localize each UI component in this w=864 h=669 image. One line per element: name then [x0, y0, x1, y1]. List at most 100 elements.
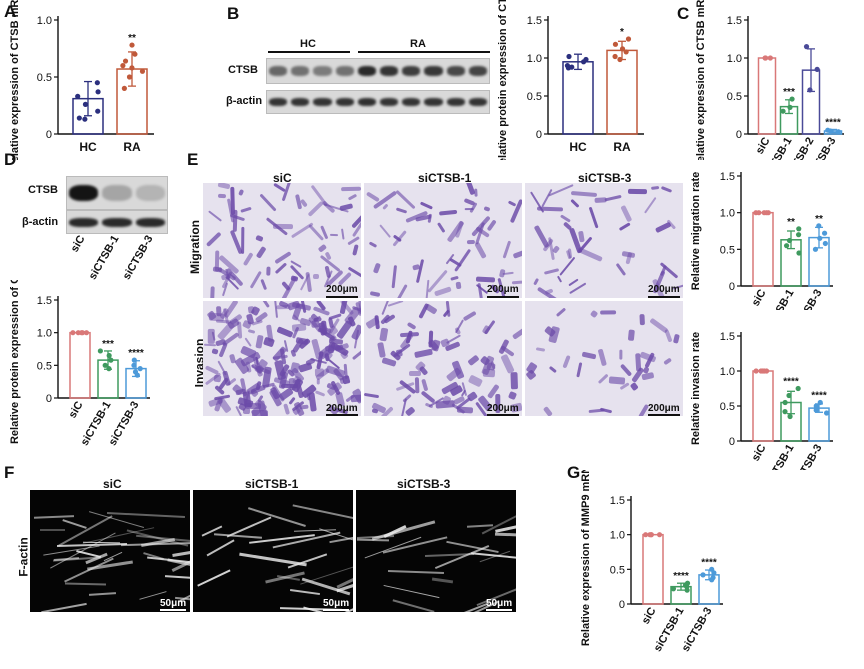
data-point: [612, 53, 618, 60]
stained-cell: [450, 276, 459, 282]
stained-cell: [454, 326, 462, 336]
y-axis-label: Relative protein expression of CTSB: [9, 280, 21, 444]
y-tick-label: 0: [619, 599, 625, 611]
wb-band: [291, 98, 310, 106]
bar: [69, 331, 91, 399]
stained-cell: [424, 280, 430, 298]
data-point: [761, 368, 767, 374]
wb-band: [269, 66, 288, 76]
actin-fiber: [387, 569, 445, 574]
significance-label: ***: [783, 87, 795, 98]
stained-cell: [415, 259, 424, 284]
factin-sic: [30, 490, 190, 612]
stained-cell: [420, 378, 428, 391]
panel-letter-e: E: [187, 150, 199, 169]
actin-fiber: [88, 591, 117, 596]
wb-band: [135, 185, 165, 201]
y-tick-label: 1.0: [527, 53, 542, 65]
y-tick-label: 0.5: [37, 360, 52, 372]
stained-cell: [568, 277, 579, 286]
actin-fiber: [34, 515, 74, 520]
scale-bar-fa1: [323, 609, 349, 611]
stained-cell: [340, 228, 345, 241]
wb-b-hc-line: [268, 51, 350, 53]
stained-cell: [414, 376, 420, 393]
stained-cell: [664, 328, 673, 343]
wb-b-group-ra: RA: [410, 38, 426, 50]
data-point: [780, 108, 786, 114]
data-point: [835, 129, 841, 135]
wb-d-lane-labels: siC siCTSB-1 siCTSB-3: [69, 233, 156, 281]
scale-label-tw4: 200μm: [487, 403, 519, 414]
data-point: [783, 243, 790, 249]
data-point: [76, 115, 82, 121]
y-tick-label: 0: [729, 436, 735, 448]
stained-cell: [588, 408, 605, 414]
panel-letter-d: D: [4, 150, 17, 169]
panel-letter-b: B: [227, 4, 240, 23]
data-point: [816, 223, 822, 229]
y-tick-label: 1.0: [720, 366, 735, 378]
stained-cell: [437, 222, 446, 233]
wb-b-actin-strip: [266, 90, 490, 114]
x-tick-label: siC: [67, 399, 86, 420]
stained-cell: [238, 189, 245, 197]
stained-cell: [467, 374, 484, 388]
panel-letter-c: C: [677, 4, 690, 23]
wb-b-label-actin: β-actin: [226, 95, 263, 107]
stained-cell: [395, 284, 408, 298]
wb-d-label-ctsb: CTSB: [28, 184, 58, 196]
actin-fiber: [372, 520, 436, 541]
wb-d-label-actin: β-actin: [22, 216, 59, 228]
actin-fiber: [289, 589, 320, 596]
data-point: [134, 372, 140, 378]
chart-e-migration: 0 0.5 1.0 1.5 Relative migration rate siC ** si…: [690, 171, 833, 310]
stained-cell: [454, 248, 472, 272]
data-point: [763, 210, 770, 216]
x-tick-label: RA: [613, 140, 631, 154]
y-tick-label: 1.0: [37, 328, 52, 340]
stained-cell: [650, 185, 659, 190]
data-point: [129, 65, 135, 71]
y-tick-label: 0.5: [37, 72, 52, 84]
stained-cell: [387, 301, 404, 307]
y-tick-label: 0.5: [727, 91, 742, 103]
wb-b-ctsb-strip: [266, 58, 490, 84]
data-point: [625, 36, 632, 42]
stained-cell: [255, 335, 264, 350]
stained-cell: [351, 394, 361, 402]
stained-cell: [597, 373, 609, 384]
data-point: [709, 577, 715, 583]
data-point: [565, 65, 572, 71]
stained-cell: [204, 364, 219, 375]
bar: [752, 370, 774, 442]
stained-cell: [556, 307, 567, 317]
wb-band: [269, 98, 288, 106]
wb-band: [102, 217, 132, 227]
data-point: [82, 101, 89, 107]
actin-fiber: [392, 599, 435, 612]
data-point: [106, 366, 112, 372]
data-point: [753, 368, 759, 374]
x-tick-label: siCTSB-1: [762, 443, 797, 471]
wb-band: [69, 217, 99, 227]
stained-cell: [562, 355, 572, 369]
stained-cell: [372, 263, 381, 275]
stained-cell: [467, 239, 476, 244]
bar: [606, 49, 638, 135]
factin-row-label: F-actin: [16, 537, 31, 577]
factin-sictsb1: [193, 490, 353, 612]
stained-cell: [439, 209, 458, 216]
data-point: [83, 330, 90, 336]
bar: [752, 211, 774, 287]
wb-band: [291, 66, 310, 76]
data-point: [126, 74, 133, 80]
stained-cell: [205, 231, 222, 247]
wb-band: [446, 98, 465, 106]
bar: [562, 61, 594, 135]
actin-fiber: [466, 523, 494, 528]
y-tick-label: 1.5: [720, 331, 735, 343]
wb-band: [335, 98, 354, 106]
data-point: [762, 55, 769, 61]
bar: [642, 533, 664, 605]
